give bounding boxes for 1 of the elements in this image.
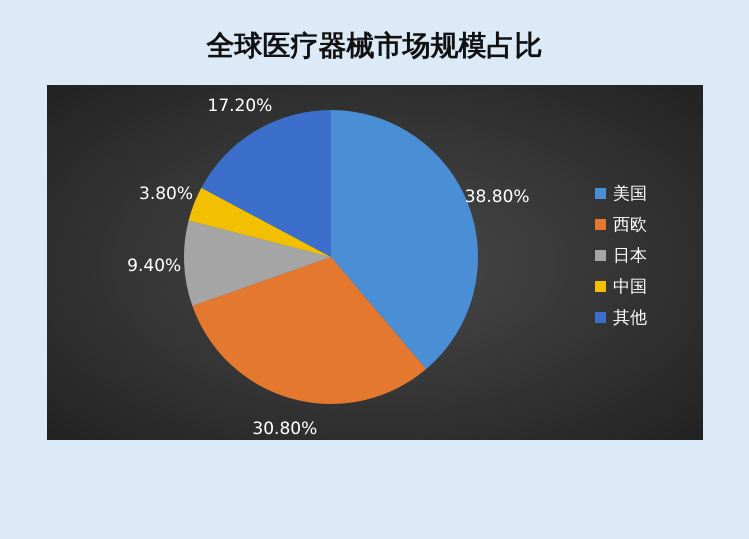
title: 全球医疗器械市场规模占比 [206, 29, 542, 62]
